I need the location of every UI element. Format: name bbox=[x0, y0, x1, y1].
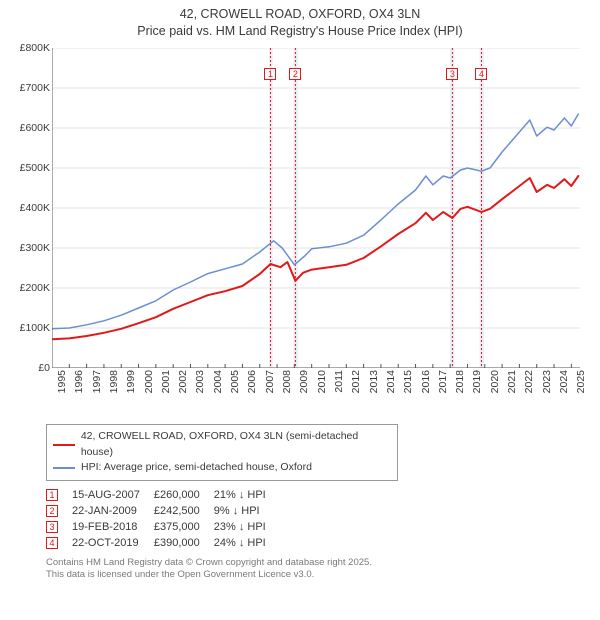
event-date: 22-OCT-2019 bbox=[72, 535, 154, 551]
y-tick-label: £700K bbox=[20, 82, 50, 94]
x-tick-label: 2003 bbox=[194, 370, 206, 393]
event-price: £242,500 bbox=[154, 503, 214, 519]
event-delta: 21% ↓ HPI bbox=[214, 487, 280, 503]
x-tick-label: 1999 bbox=[125, 370, 137, 393]
x-tick-label: 2017 bbox=[437, 370, 449, 393]
x-tick-label: 2025 bbox=[575, 370, 587, 393]
chart-container: 42, CROWELL ROAD, OXFORD, OX4 3LN Price … bbox=[0, 0, 600, 620]
x-tick-label: 2002 bbox=[177, 370, 189, 393]
x-tick-label: 2023 bbox=[541, 370, 553, 393]
event-marker-icon: 1 bbox=[46, 489, 58, 501]
x-tick-label: 1998 bbox=[108, 370, 120, 393]
chart-area: £0 £100K £200K £300K £400K £500K £600K £700K £80… bbox=[10, 44, 590, 424]
event-marker-icon: 4 bbox=[46, 537, 58, 549]
x-tick-label: 2009 bbox=[298, 370, 310, 393]
x-tick-label: 2020 bbox=[489, 370, 501, 393]
x-tick-label: 2015 bbox=[402, 370, 414, 393]
event-date: 15-AUG-2007 bbox=[72, 487, 154, 503]
event-delta: 23% ↓ HPI bbox=[214, 519, 280, 535]
event-price: £260,000 bbox=[154, 487, 214, 503]
x-tick-label: 2012 bbox=[350, 370, 362, 393]
title-line1: 42, CROWELL ROAD, OXFORD, OX4 3LN bbox=[10, 6, 590, 23]
legend-row: HPI: Average price, semi-detached house,… bbox=[53, 460, 391, 476]
x-tick-label: 2019 bbox=[471, 370, 483, 393]
y-tick-label: £100K bbox=[20, 322, 50, 334]
y-tick-label: £500K bbox=[20, 162, 50, 174]
x-tick-label: 2021 bbox=[506, 370, 518, 393]
x-tick-label: 2004 bbox=[212, 370, 224, 393]
footer-line1: Contains HM Land Registry data © Crown c… bbox=[46, 557, 590, 569]
event-row: 1 15-AUG-2007£260,00021% ↓ HPI bbox=[46, 487, 280, 503]
y-axis: £0£100K£200K£300K£400K£500K£600K£700K£80… bbox=[10, 48, 50, 368]
events-table: 1 15-AUG-2007£260,00021% ↓ HPI 2 22-JAN-200… bbox=[46, 487, 280, 551]
x-tick-label: 2014 bbox=[385, 370, 397, 393]
legend-row: 42, CROWELL ROAD, OXFORD, OX4 3LN (semi-… bbox=[53, 429, 391, 461]
plot-area: 1 2 3 4 bbox=[52, 48, 580, 368]
event-row: 3 19-FEB-2018£375,00023% ↓ HPI bbox=[46, 519, 280, 535]
event-marker-1: 1 bbox=[264, 68, 276, 80]
event-date: 19-FEB-2018 bbox=[72, 519, 154, 535]
event-delta: 9% ↓ HPI bbox=[214, 503, 280, 519]
x-tick-label: 2010 bbox=[316, 370, 328, 393]
event-date: 22-JAN-2009 bbox=[72, 503, 154, 519]
legend: 42, CROWELL ROAD, OXFORD, OX4 3LN (semi-… bbox=[46, 424, 398, 481]
event-row: 2 22-JAN-2009£242,5009% ↓ HPI bbox=[46, 503, 280, 519]
event-marker-2: 2 bbox=[289, 68, 301, 80]
event-marker-icon: 3 bbox=[46, 521, 58, 533]
event-delta: 24% ↓ HPI bbox=[214, 535, 280, 551]
event-marker-4: 4 bbox=[475, 68, 487, 80]
y-tick-label: £800K bbox=[20, 42, 50, 54]
x-tick-label: 2013 bbox=[368, 370, 380, 393]
x-tick-label: 2001 bbox=[160, 370, 172, 393]
x-tick-label: 2000 bbox=[143, 370, 155, 393]
x-tick-label: 2011 bbox=[333, 370, 345, 393]
event-marker-icon: 2 bbox=[46, 505, 58, 517]
x-tick-label: 2018 bbox=[454, 370, 466, 393]
x-tick-label: 2005 bbox=[229, 370, 241, 393]
legend-swatch bbox=[53, 444, 75, 446]
x-tick-label: 1995 bbox=[56, 370, 68, 393]
footer: Contains HM Land Registry data © Crown c… bbox=[46, 557, 590, 582]
x-tick-label: 2006 bbox=[246, 370, 258, 393]
y-tick-label: £0 bbox=[38, 362, 50, 374]
x-tick-label: 1997 bbox=[91, 370, 103, 393]
title-line2: Price paid vs. HM Land Registry's House … bbox=[10, 23, 590, 40]
y-tick-label: £200K bbox=[20, 282, 50, 294]
x-tick-label: 2016 bbox=[420, 370, 432, 393]
legend-label: 42, CROWELL ROAD, OXFORD, OX4 3LN (semi-… bbox=[81, 429, 391, 461]
event-row: 4 22-OCT-2019£390,00024% ↓ HPI bbox=[46, 535, 280, 551]
event-marker-3: 3 bbox=[446, 68, 458, 80]
plot-svg bbox=[52, 48, 580, 368]
x-tick-label: 2007 bbox=[264, 370, 276, 393]
legend-swatch bbox=[53, 467, 75, 469]
chart-title: 42, CROWELL ROAD, OXFORD, OX4 3LN Price … bbox=[10, 6, 590, 40]
x-axis: 1995 1996 1997 1998 1999 2000 2001 2002 2003 2004… bbox=[52, 370, 580, 420]
y-tick-label: £400K bbox=[20, 202, 50, 214]
y-tick-label: £600K bbox=[20, 122, 50, 134]
event-price: £390,000 bbox=[154, 535, 214, 551]
x-tick-label: 2022 bbox=[523, 370, 535, 393]
x-tick-label: 2024 bbox=[558, 370, 570, 393]
legend-label: HPI: Average price, semi-detached house,… bbox=[81, 460, 312, 476]
x-tick-label: 1996 bbox=[73, 370, 85, 393]
x-tick-label: 2008 bbox=[281, 370, 293, 393]
footer-line2: This data is licensed under the Open Gov… bbox=[46, 569, 590, 581]
y-tick-label: £300K bbox=[20, 242, 50, 254]
event-price: £375,000 bbox=[154, 519, 214, 535]
